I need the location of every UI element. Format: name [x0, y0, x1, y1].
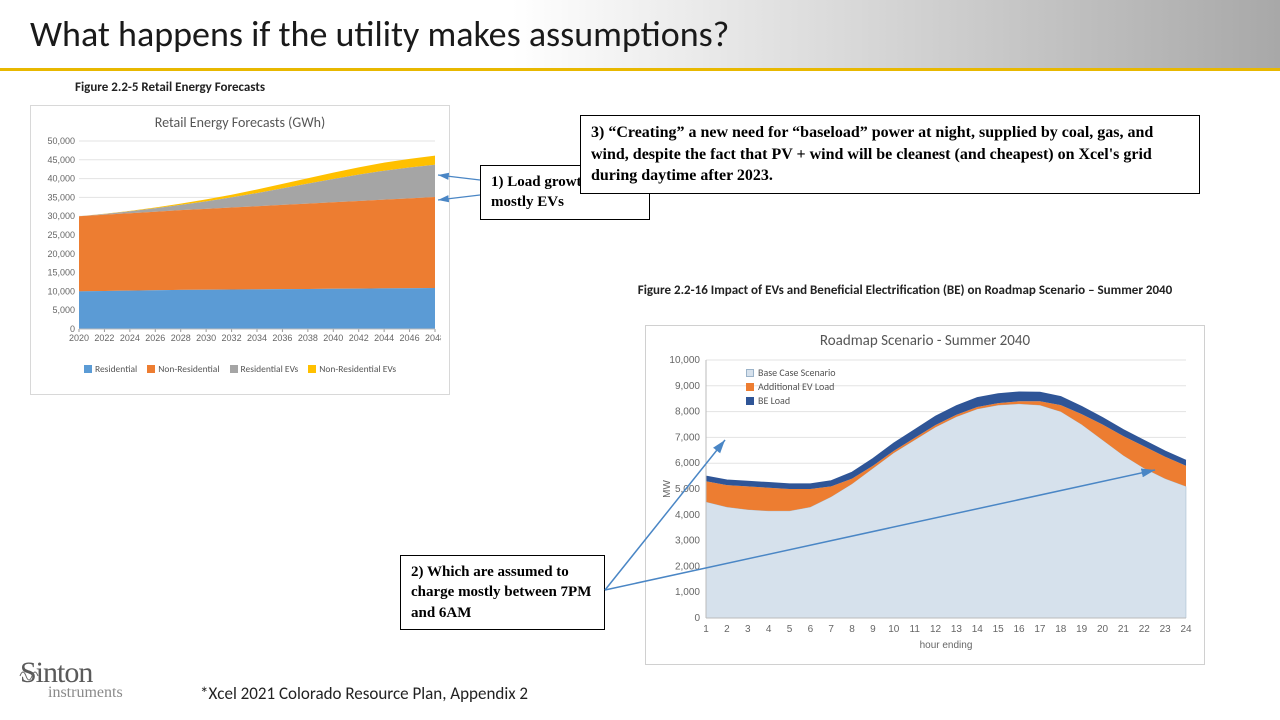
svg-text:2024: 2024	[120, 333, 140, 343]
svg-text:0: 0	[694, 613, 700, 624]
svg-text:30,000: 30,000	[47, 211, 75, 221]
svg-text:19: 19	[1076, 624, 1088, 635]
svg-text:5,000: 5,000	[52, 305, 75, 315]
svg-text:2044: 2044	[374, 333, 394, 343]
svg-text:MW: MW	[662, 480, 673, 498]
svg-text:9,000: 9,000	[675, 381, 700, 392]
svg-text:5: 5	[787, 624, 793, 635]
svg-text:5,000: 5,000	[675, 484, 700, 495]
chart2-roadmap-scenario: Roadmap Scenario - Summer 2040 0 1,000 2,0…	[645, 325, 1205, 665]
svg-text:2046: 2046	[400, 333, 420, 343]
svg-text:3,000: 3,000	[675, 536, 700, 547]
svg-text:2040: 2040	[323, 333, 343, 343]
svg-text:2048: 2048	[425, 333, 441, 343]
svg-text:17: 17	[1034, 624, 1046, 635]
svg-text:3: 3	[745, 624, 751, 635]
svg-text:6: 6	[808, 624, 814, 635]
chart1-retail-energy-forecasts: Retail Energy Forecasts (GWh) 05,00010,0…	[30, 105, 450, 395]
svg-text:2022: 2022	[94, 333, 114, 343]
title-bar: What happens if the utility makes assump…	[0, 0, 1280, 68]
svg-text:2034: 2034	[247, 333, 267, 343]
chart2-svg: 0 1,000 2,000 3,000 4,000 5,000 6,000 7,000 8,00…	[656, 352, 1196, 652]
svg-text:2,000: 2,000	[675, 561, 700, 572]
svg-text:1: 1	[703, 624, 709, 635]
svg-text:20: 20	[1097, 624, 1109, 635]
callout-2: 2) Which are assumed to charge mostly be…	[400, 555, 605, 630]
svg-text:6,000: 6,000	[675, 458, 700, 469]
svg-text:14: 14	[972, 624, 984, 635]
svg-text:2036: 2036	[272, 333, 292, 343]
svg-text:hour ending: hour ending	[920, 640, 973, 651]
svg-text:2038: 2038	[298, 333, 318, 343]
chart1-title: Retail Energy Forecasts (GWh)	[41, 114, 439, 131]
chart2-title: Roadmap Scenario - Summer 2040	[656, 332, 1194, 350]
svg-text:10: 10	[888, 624, 900, 635]
svg-text:22: 22	[1139, 624, 1151, 635]
svg-text:18: 18	[1055, 624, 1067, 635]
svg-text:10,000: 10,000	[47, 286, 75, 296]
svg-text:8,000: 8,000	[675, 407, 700, 418]
sinton-logo: Sinton instruments	[20, 656, 123, 702]
svg-text:7: 7	[828, 624, 834, 635]
slide-title: What happens if the utility makes assump…	[30, 12, 729, 56]
svg-text:24: 24	[1180, 624, 1192, 635]
svg-text:2020: 2020	[69, 333, 89, 343]
svg-text:15,000: 15,000	[47, 268, 75, 278]
svg-text:11: 11	[910, 624, 921, 635]
svg-text:2026: 2026	[145, 333, 165, 343]
svg-text:4,000: 4,000	[675, 510, 700, 521]
svg-text:13: 13	[951, 624, 963, 635]
callout-3: 3) “Creating” a new need for “baseload” …	[580, 115, 1200, 194]
svg-text:10,000: 10,000	[669, 355, 700, 366]
chart1-svg: 05,00010,00015,00020,00025,00030,00035,0…	[41, 137, 441, 357]
svg-text:8: 8	[849, 624, 855, 635]
svg-text:23: 23	[1160, 624, 1172, 635]
logo-sub: instruments	[48, 684, 123, 702]
figure2-caption: Figure 2.2-16 Impact of EVs and Benefici…	[620, 283, 1190, 300]
figure1-caption: Figure 2.2-5 Retail Energy Forecasts	[75, 80, 265, 95]
svg-text:2028: 2028	[171, 333, 191, 343]
svg-text:15: 15	[993, 624, 1005, 635]
chart2-legend: Base Case ScenarioAdditional EV LoadBE L…	[746, 366, 836, 408]
svg-text:20,000: 20,000	[47, 249, 75, 259]
svg-text:40,000: 40,000	[47, 174, 75, 184]
svg-text:4: 4	[766, 624, 772, 635]
svg-text:25,000: 25,000	[47, 230, 75, 240]
chart1-legend: ResidentialNon-ResidentialResidential EV…	[41, 363, 439, 375]
svg-text:35,000: 35,000	[47, 192, 75, 202]
svg-text:16: 16	[1013, 624, 1025, 635]
svg-text:1,000: 1,000	[675, 587, 700, 598]
footnote: *Xcel 2021 Colorado Resource Plan, Appen…	[200, 683, 528, 704]
svg-text:2042: 2042	[349, 333, 369, 343]
svg-text:2030: 2030	[196, 333, 216, 343]
svg-text:50,000: 50,000	[47, 137, 75, 146]
svg-text:21: 21	[1118, 624, 1130, 635]
svg-text:7,000: 7,000	[675, 432, 700, 443]
svg-text:2032: 2032	[222, 333, 242, 343]
svg-text:2: 2	[724, 624, 730, 635]
svg-text:12: 12	[930, 624, 942, 635]
svg-text:9: 9	[870, 624, 876, 635]
svg-text:45,000: 45,000	[47, 155, 75, 165]
gold-divider	[0, 68, 1280, 71]
